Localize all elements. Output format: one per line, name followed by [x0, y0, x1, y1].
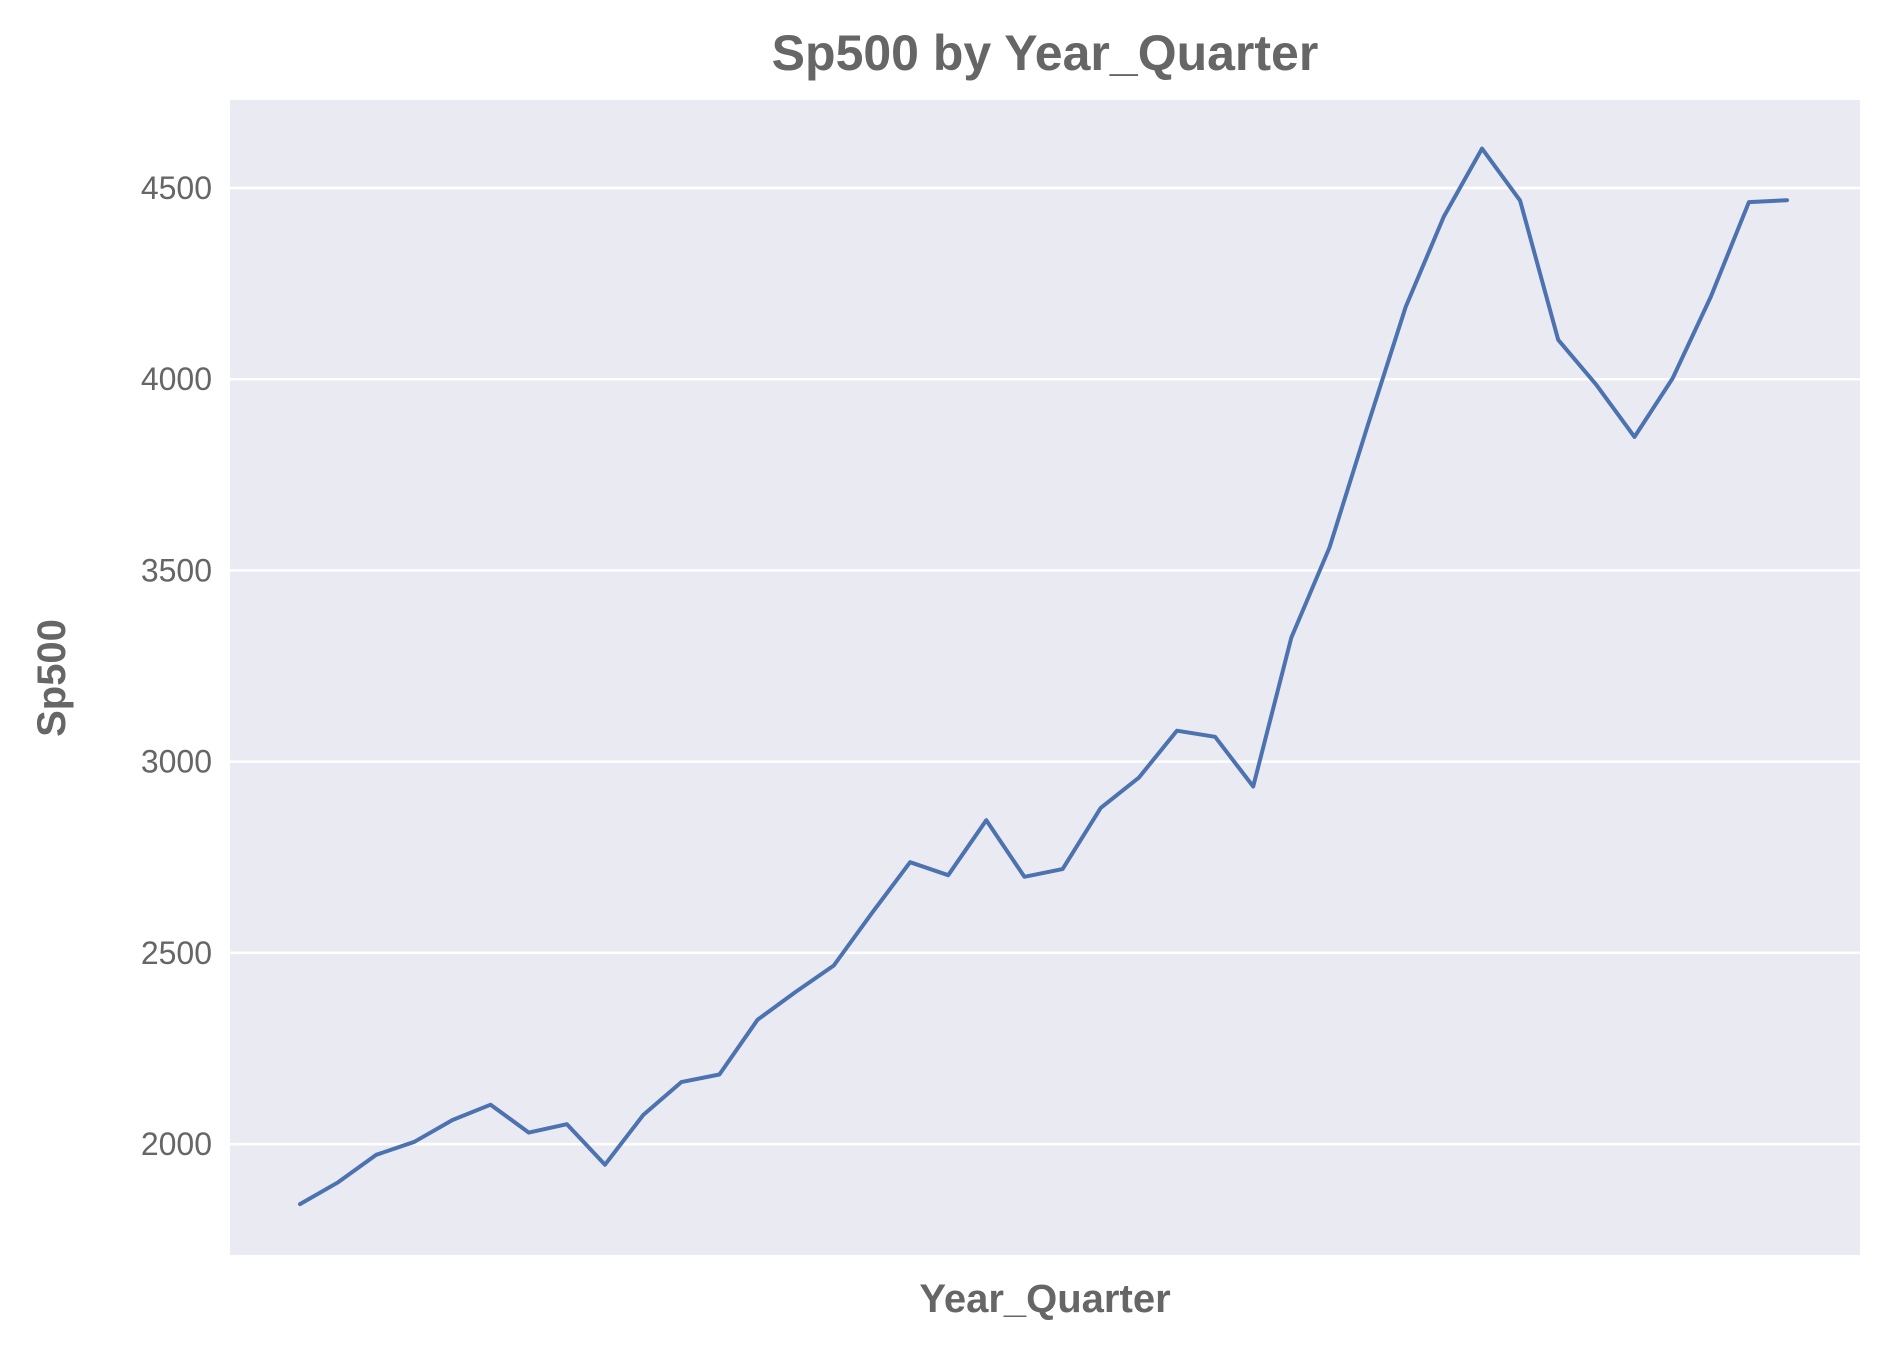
x-axis-label: Year_Quarter — [919, 1277, 1170, 1321]
chart-title: Sp500 by Year_Quarter — [772, 25, 1319, 81]
y-tick-label: 4500 — [141, 170, 212, 206]
plot-area — [230, 100, 1860, 1255]
y-tick-label: 2500 — [141, 935, 212, 971]
y-tick-labels: 2000 2500 3000 3500 4000 4500 — [141, 170, 212, 1162]
y-tick-label: 3000 — [141, 744, 212, 780]
y-tick-label: 4000 — [141, 361, 212, 397]
y-tick-label: 3500 — [141, 552, 212, 588]
y-axis-label: Sp500 — [30, 619, 74, 737]
grid-lines — [230, 186, 1860, 1146]
y-tick-label: 2000 — [141, 1126, 212, 1162]
series-line-0 — [298, 146, 1789, 1207]
series-layer — [298, 146, 1789, 1207]
